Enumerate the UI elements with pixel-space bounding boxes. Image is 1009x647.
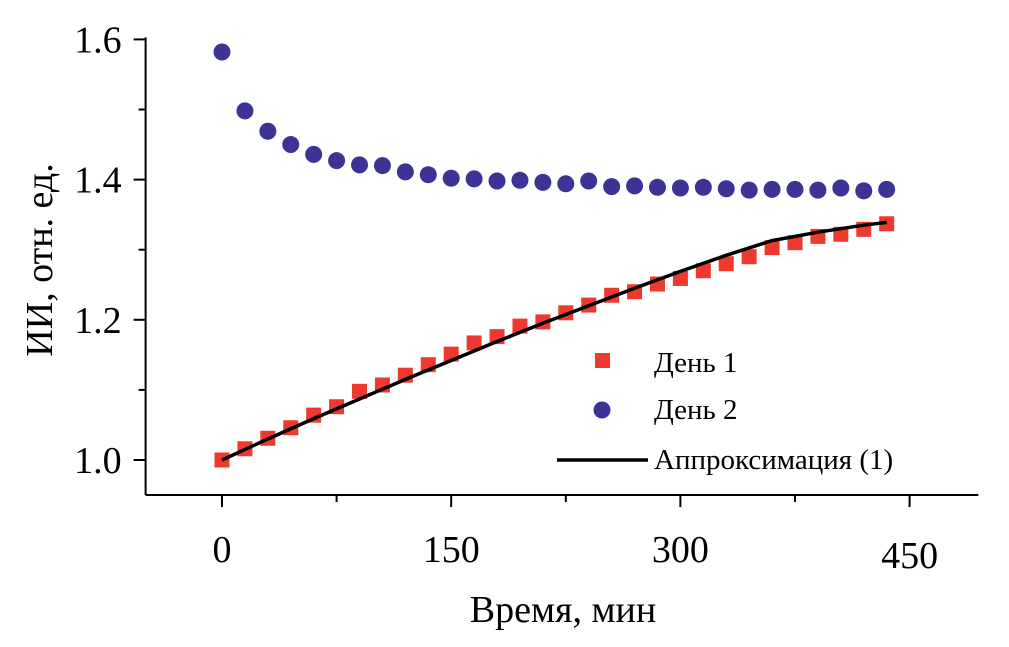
legend-marker-day2	[593, 401, 611, 419]
day2-point	[282, 136, 300, 154]
fit-line	[221, 220, 887, 462]
day2-point	[328, 152, 346, 170]
x-tick-label: 0	[213, 529, 232, 571]
x-tick-label: 450	[881, 535, 938, 577]
day2-point	[396, 163, 414, 181]
day2-point	[786, 180, 804, 198]
day1-point	[672, 270, 688, 286]
y-axis-title: ИИ, отн. ед.	[19, 163, 61, 357]
day2-point	[580, 172, 598, 190]
day2-point	[259, 122, 277, 140]
day2-point	[855, 182, 873, 200]
legend-label-day2: День 2	[654, 394, 738, 426]
day2-point	[236, 102, 254, 120]
day2-point	[717, 180, 735, 198]
x-tick-label: 300	[652, 529, 709, 571]
day1-point	[764, 240, 780, 256]
x-axis-title: Время, мин	[470, 589, 656, 631]
day2-point	[465, 170, 483, 188]
y-tick-label: 1.4	[74, 160, 122, 202]
day1-point	[741, 249, 757, 265]
day2-point	[488, 172, 506, 190]
legend-label-day1: День 1	[654, 347, 738, 379]
day2-point	[603, 178, 621, 196]
day2-point	[557, 175, 575, 193]
axes	[144, 37, 979, 497]
day2-point	[511, 171, 529, 189]
day2-point	[305, 145, 323, 163]
day2-point	[740, 181, 758, 199]
day1-point	[466, 335, 482, 351]
day2-point	[373, 157, 391, 175]
ticks: 0 150 300 450 1.0 1.2 1.4 1.6	[74, 19, 938, 577]
day2-point	[809, 181, 827, 199]
day2-point	[878, 180, 896, 198]
day2-point	[442, 169, 460, 187]
day2-point	[213, 43, 231, 61]
day1-point	[695, 263, 711, 279]
series	[213, 43, 896, 468]
day2-point	[648, 178, 666, 196]
day1-point	[352, 383, 368, 399]
day2-point	[832, 179, 850, 197]
day2-point	[694, 178, 712, 196]
y-tick-label: 1.2	[74, 300, 122, 342]
legend: День 1 День 2 Аппроксимация (1)	[557, 347, 893, 476]
day2-point	[626, 177, 644, 195]
day2-point	[763, 180, 781, 198]
day2-point	[351, 156, 369, 174]
y-tick-label: 1.0	[74, 440, 122, 482]
y-tick-label: 1.6	[74, 19, 122, 61]
legend-label-fit: Аппроксимация (1)	[654, 444, 893, 476]
day2-point	[671, 179, 689, 197]
day1-point	[787, 235, 803, 251]
x-tick-label: 150	[423, 529, 480, 571]
day1-point	[718, 256, 734, 272]
day2-point	[534, 173, 552, 191]
legend-marker-day1	[595, 353, 610, 368]
day2-point	[419, 166, 437, 184]
